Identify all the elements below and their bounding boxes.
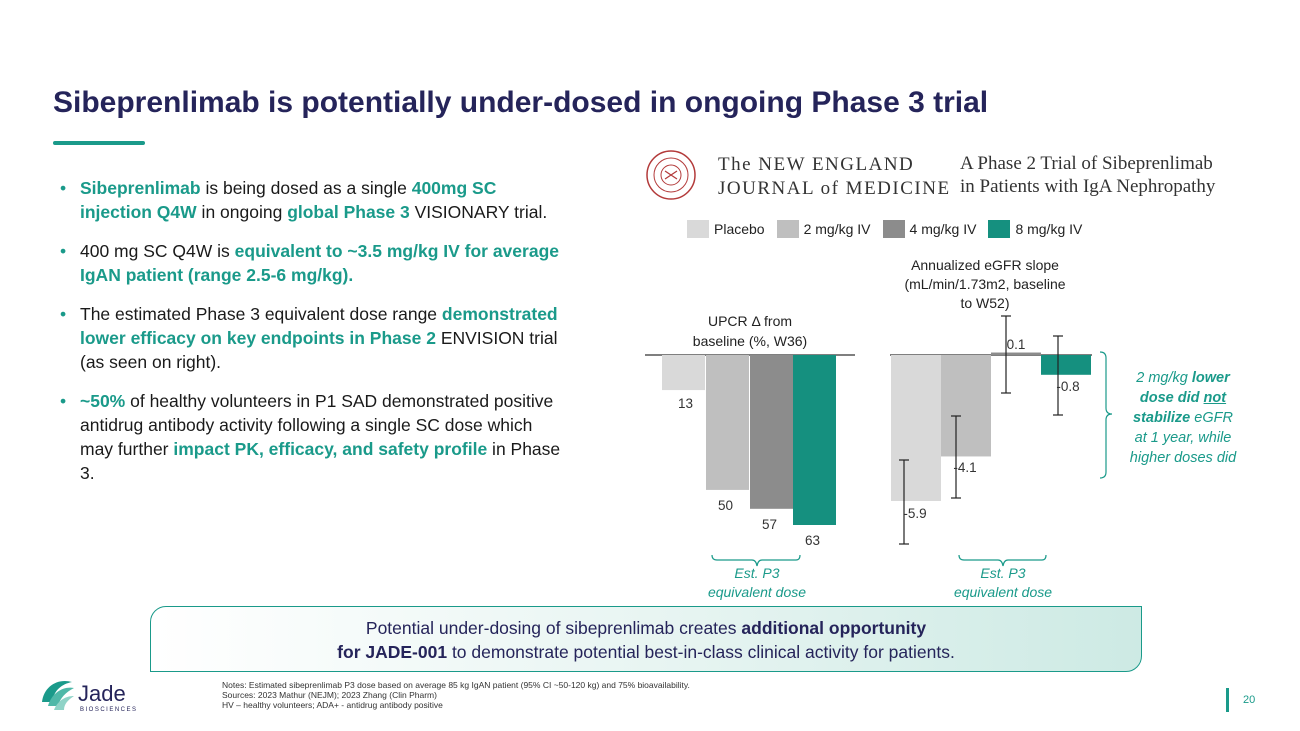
article-title: A Phase 2 Trial of Sibeprenlimab in Pati… [960,152,1215,198]
egfr-bar [941,355,991,457]
egfr-bar [891,355,941,501]
bullet-text: 400 mg SC Q4W is [80,241,235,261]
bullet-highlight: demonstrated lower efficacy on key endpo… [80,304,558,348]
legend-label: Placebo [714,221,765,237]
egfr-data-label: -4.1 [953,460,976,475]
logo-wordmark: Jade [78,681,126,706]
bullet-item: • The estimated Phase 3 equivalent dose r… [60,302,570,374]
bullet-text: VISIONARY trial. [409,202,548,222]
bullet-highlight: impact PK, efficacy, and safety profile [173,439,488,459]
callout-line4: at 1 year, while [1134,430,1232,446]
egfr-data-label: 0.1 [1007,337,1026,352]
bullet-text: The estimated Phase 3 equivalent dose ra… [80,304,442,324]
egfr-bar [991,352,1041,355]
page-number-bar [1226,688,1229,712]
bullet-text: in Phase 3. [80,439,561,483]
egfr-bracket-label: equivalent dose [954,584,1052,600]
key-message-banner: Potential under-dosing of sibeprenlimab … [150,606,1142,672]
bullet-dot: • [60,178,67,198]
article-title-line2: in Patients with IgA Nephropathy [960,176,1216,197]
legend-item: 8 mg/kg IV [988,220,1082,238]
footnotes: Notes: Estimated sibeprenlimab P3 dose b… [222,680,690,710]
legend-label: 8 mg/kg IV [1015,221,1083,237]
upcr-bar [662,355,705,391]
callout-bracket [1099,351,1113,479]
legend-swatch [687,220,709,238]
egfr-title-line: (mL/min/1.73m2, baseline [904,276,1065,292]
footnote-3: HV – healthy volunteers; ADA+ - antidrug… [222,700,443,710]
egfr-callout: 2 mg/kg lower dose did not stabilize eGF… [1118,368,1248,468]
bullet-highlight: global Phase 3 [287,202,410,222]
upcr-data-label: 57 [762,517,777,532]
bullet-item: • ~50% of healthy volunteers in P1 SAD de… [60,389,570,485]
upcr-bracket-label: equivalent dose [708,584,806,600]
egfr-title-line: to W52) [960,295,1009,311]
egfr-bracket [958,554,1047,567]
article-title-line1: A Phase 2 Trial of Sibeprenlimab [960,153,1213,174]
upcr-bar [793,355,836,525]
legend-item: 2 mg/kg IV [776,220,871,238]
journal-name-line2: JOURNAL of MEDICINE [718,178,951,199]
upcr-bracket-label: Est. P3 [734,565,779,581]
legend-item: Placebo [687,220,765,238]
logo-subtitle: BIOSCIENCES [80,707,138,713]
bullet-highlight: ~50% [80,391,126,411]
upcr-bracket [711,554,801,567]
bullet-dot: • [60,391,67,411]
bullet-dot: • [60,304,67,324]
egfr-bracket-label: Est. P3 [980,565,1025,581]
bullet-text: in ongoing [196,202,288,222]
upcr-title-line: UPCR Δ from [708,313,792,329]
bullet-item: • 400 mg SC Q4W is equivalent to ~3.5 mg/… [60,239,570,287]
footnote-2: Sources: 2023 Mathur (NEJM); 2023 Zhang … [222,690,437,700]
upcr-data-label: 13 [678,396,693,411]
upcr-data-label: 63 [805,533,820,548]
bullet-text: is being dosed as a single [200,178,412,198]
legend-label: 2 mg/kg IV [803,221,871,237]
bullet-text: ENVISION trial (as seen on right). [80,328,558,372]
upcr-bar [750,355,793,509]
bullet-item: • Sibeprenlimab is being dosed as a singl… [60,176,570,224]
legend-swatch [776,220,799,238]
bullet-dot: • [60,241,67,261]
legend-swatch [882,220,905,238]
footnote-1: Notes: Estimated sibeprenlimab P3 dose b… [222,680,690,690]
jade-logo: Jade BIOSCIENCES [42,680,138,713]
callout-line2: dose did not [1139,390,1227,406]
egfr-title-line: Annualized eGFR slope [911,257,1059,273]
journal-name-line1: The NEW ENGLAND [718,154,915,175]
title-underline [53,141,145,145]
legend-item: 4 mg/kg IV [882,220,977,238]
bullet-highlight: 400mg SC injection Q4W [80,178,497,222]
callout-line3: stabilize eGFR [1133,410,1233,426]
nejm-seal-icon [646,150,696,200]
journal-name: The NEW ENGLAND JOURNAL of MEDICINE [718,154,951,200]
bullet-text: of healthy volunteers in P1 SAD demonstr… [80,391,554,459]
legend-label: 4 mg/kg IV [909,221,977,237]
bullet-highlight: Sibeprenlimab [80,178,201,198]
chart-legend: Placebo 2 mg/kg IV 4 mg/kg IV 8 mg/kg IV [687,220,1094,238]
upcr-title-line: baseline (%, W36) [693,333,807,349]
legend-swatch [988,220,1011,238]
slide-title: Sibeprenlimab is potentially under-dosed… [53,86,989,119]
egfr-data-label: -0.8 [1056,379,1079,394]
callout-line1: 2 mg/kg lower [1136,370,1230,386]
egfr-bar [1041,355,1091,375]
egfr-data-label: -5.9 [903,506,926,521]
upcr-data-label: 50 [718,498,733,513]
callout-line5: higher doses did [1129,450,1237,466]
bullet-highlight: equivalent to ~3.5 mg/kg IV for average … [80,241,559,285]
bullet-list: • Sibeprenlimab is being dosed as a singl… [60,176,570,500]
upcr-bar [706,355,749,490]
page-number: 20 [1243,694,1256,706]
banner-text: Potential under-dosing of sibeprenlimab … [337,618,955,662]
